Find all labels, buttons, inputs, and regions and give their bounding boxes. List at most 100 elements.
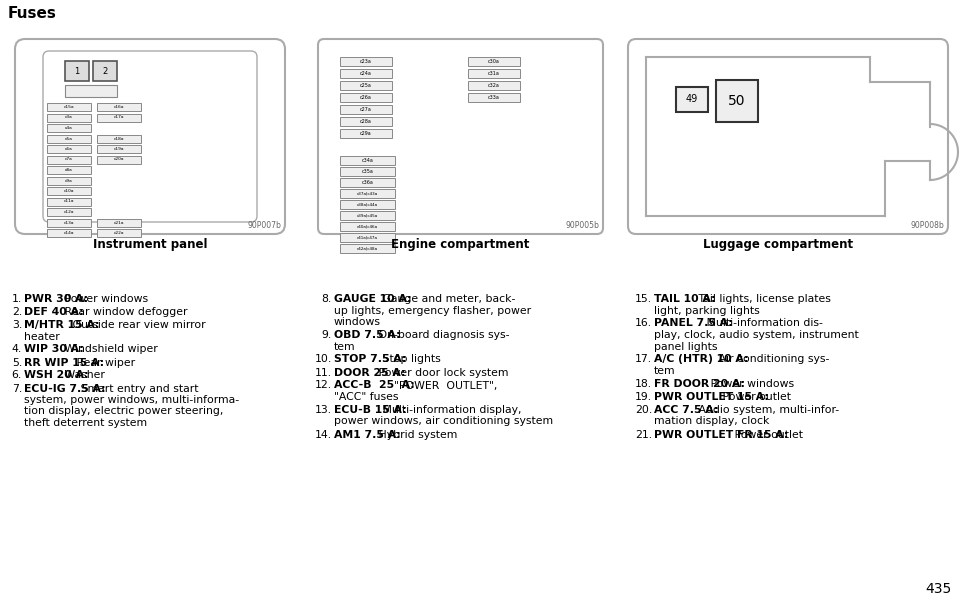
- Text: 49: 49: [685, 94, 698, 104]
- Text: Power windows: Power windows: [60, 294, 148, 304]
- Text: c28a: c28a: [360, 119, 372, 124]
- Text: 3.: 3.: [12, 320, 22, 330]
- Bar: [47, 176, 91, 184]
- Text: 16.: 16.: [635, 318, 652, 329]
- Text: 19.: 19.: [635, 392, 652, 402]
- Text: c22a: c22a: [113, 231, 124, 235]
- Text: Gauge and meter, back-: Gauge and meter, back-: [378, 294, 515, 304]
- Text: M/HTR 15 A:: M/HTR 15 A:: [24, 320, 100, 330]
- Bar: [340, 81, 392, 90]
- Text: c21a: c21a: [113, 220, 124, 225]
- Bar: [97, 103, 141, 111]
- Text: 9.: 9.: [322, 330, 332, 340]
- Text: 12.: 12.: [315, 381, 332, 391]
- Text: c24a: c24a: [360, 71, 372, 76]
- Bar: [97, 135, 141, 143]
- Text: c27a: c27a: [360, 107, 372, 112]
- Bar: [676, 87, 708, 112]
- Text: 17.: 17.: [635, 355, 652, 364]
- Text: "ACC" fuses: "ACC" fuses: [334, 392, 398, 402]
- Bar: [65, 85, 117, 97]
- Text: Instrument panel: Instrument panel: [93, 238, 207, 251]
- Text: heater: heater: [24, 332, 60, 341]
- Bar: [47, 229, 91, 237]
- Bar: [340, 200, 395, 209]
- Text: PANEL 7.5 A:: PANEL 7.5 A:: [654, 318, 732, 329]
- Text: Multi-information display,: Multi-information display,: [378, 405, 521, 415]
- Text: Rear wiper: Rear wiper: [73, 358, 134, 367]
- Text: Luggage compartment: Luggage compartment: [703, 238, 853, 251]
- Text: 6.: 6.: [12, 370, 22, 381]
- Text: c38a|c44a: c38a|c44a: [357, 202, 378, 207]
- Text: Power windows: Power windows: [707, 379, 794, 389]
- Text: c40a|c46a: c40a|c46a: [357, 225, 378, 228]
- Text: RR WIP 15 A:: RR WIP 15 A:: [24, 358, 104, 367]
- Text: Smart entry and start: Smart entry and start: [77, 384, 198, 393]
- Bar: [340, 156, 395, 165]
- Bar: [47, 155, 91, 164]
- Bar: [47, 198, 91, 205]
- Text: STOP 7.5 A:: STOP 7.5 A:: [334, 355, 406, 364]
- Text: Tail lights, license plates: Tail lights, license plates: [694, 294, 830, 304]
- Text: c18a: c18a: [113, 137, 124, 141]
- Text: 21.: 21.: [635, 429, 652, 440]
- Bar: [47, 114, 91, 121]
- Text: c31a: c31a: [488, 71, 500, 76]
- Bar: [340, 105, 392, 114]
- Text: Hybrid system: Hybrid system: [374, 429, 457, 440]
- Text: light, parking lights: light, parking lights: [654, 306, 759, 315]
- Text: tem: tem: [334, 341, 355, 352]
- Text: PWR OUTLET 15 A:: PWR OUTLET 15 A:: [654, 392, 769, 402]
- Bar: [340, 93, 392, 102]
- Text: TAIL 10 A:: TAIL 10 A:: [654, 294, 715, 304]
- Text: "POWER  OUTLET",: "POWER OUTLET",: [387, 381, 497, 391]
- Text: c34a: c34a: [362, 158, 373, 163]
- Text: c42a|c48a: c42a|c48a: [357, 246, 378, 251]
- Bar: [340, 129, 392, 138]
- Text: 5.: 5.: [12, 358, 22, 367]
- Bar: [340, 244, 395, 253]
- Text: c30a: c30a: [488, 59, 500, 64]
- Bar: [47, 219, 91, 226]
- Text: c20a: c20a: [113, 158, 124, 161]
- Text: c14a: c14a: [63, 231, 74, 235]
- Text: panel lights: panel lights: [654, 341, 717, 352]
- Text: c25a: c25a: [360, 83, 372, 88]
- Text: PWR OUTLET FR 15 A:: PWR OUTLET FR 15 A:: [654, 429, 788, 440]
- Text: 4.: 4.: [12, 344, 22, 355]
- Text: up lights, emergency flasher, power: up lights, emergency flasher, power: [334, 306, 531, 315]
- Text: 435: 435: [925, 582, 952, 596]
- Bar: [340, 189, 395, 198]
- Text: c23a: c23a: [360, 59, 372, 64]
- Text: Washer: Washer: [60, 370, 105, 381]
- Text: Multi-information dis-: Multi-information dis-: [703, 318, 823, 329]
- Text: c35a: c35a: [362, 169, 373, 174]
- Text: DOOR 25 A:: DOOR 25 A:: [334, 367, 405, 378]
- Bar: [468, 69, 520, 78]
- Text: c15a: c15a: [63, 105, 74, 109]
- Text: tem: tem: [654, 366, 676, 376]
- Text: ECU-IG 7.5 A:: ECU-IG 7.5 A:: [24, 384, 106, 393]
- Text: Windshield wiper: Windshield wiper: [60, 344, 157, 355]
- Text: On-board diagnosis sys-: On-board diagnosis sys-: [374, 330, 509, 340]
- Bar: [47, 187, 91, 195]
- Text: Stop lights: Stop lights: [378, 355, 441, 364]
- Text: ACC 7.5 A:: ACC 7.5 A:: [654, 405, 718, 415]
- Bar: [468, 57, 520, 66]
- Text: 7.: 7.: [12, 384, 22, 393]
- Bar: [97, 155, 141, 164]
- Bar: [340, 233, 395, 242]
- Text: 20.: 20.: [635, 405, 652, 415]
- Text: 1.: 1.: [12, 294, 22, 304]
- Text: play, clock, audio system, instrument: play, clock, audio system, instrument: [654, 330, 859, 340]
- Text: tion display, electric power steering,: tion display, electric power steering,: [24, 406, 224, 417]
- Text: Fuses: Fuses: [8, 6, 57, 21]
- Text: c5a: c5a: [65, 137, 73, 141]
- Text: c9a: c9a: [65, 179, 73, 182]
- Text: c7a: c7a: [65, 158, 73, 161]
- Bar: [47, 103, 91, 111]
- Text: c10a: c10a: [63, 189, 74, 193]
- Text: c8a: c8a: [65, 168, 73, 172]
- Text: 14.: 14.: [315, 429, 332, 440]
- Text: c4a: c4a: [65, 126, 73, 130]
